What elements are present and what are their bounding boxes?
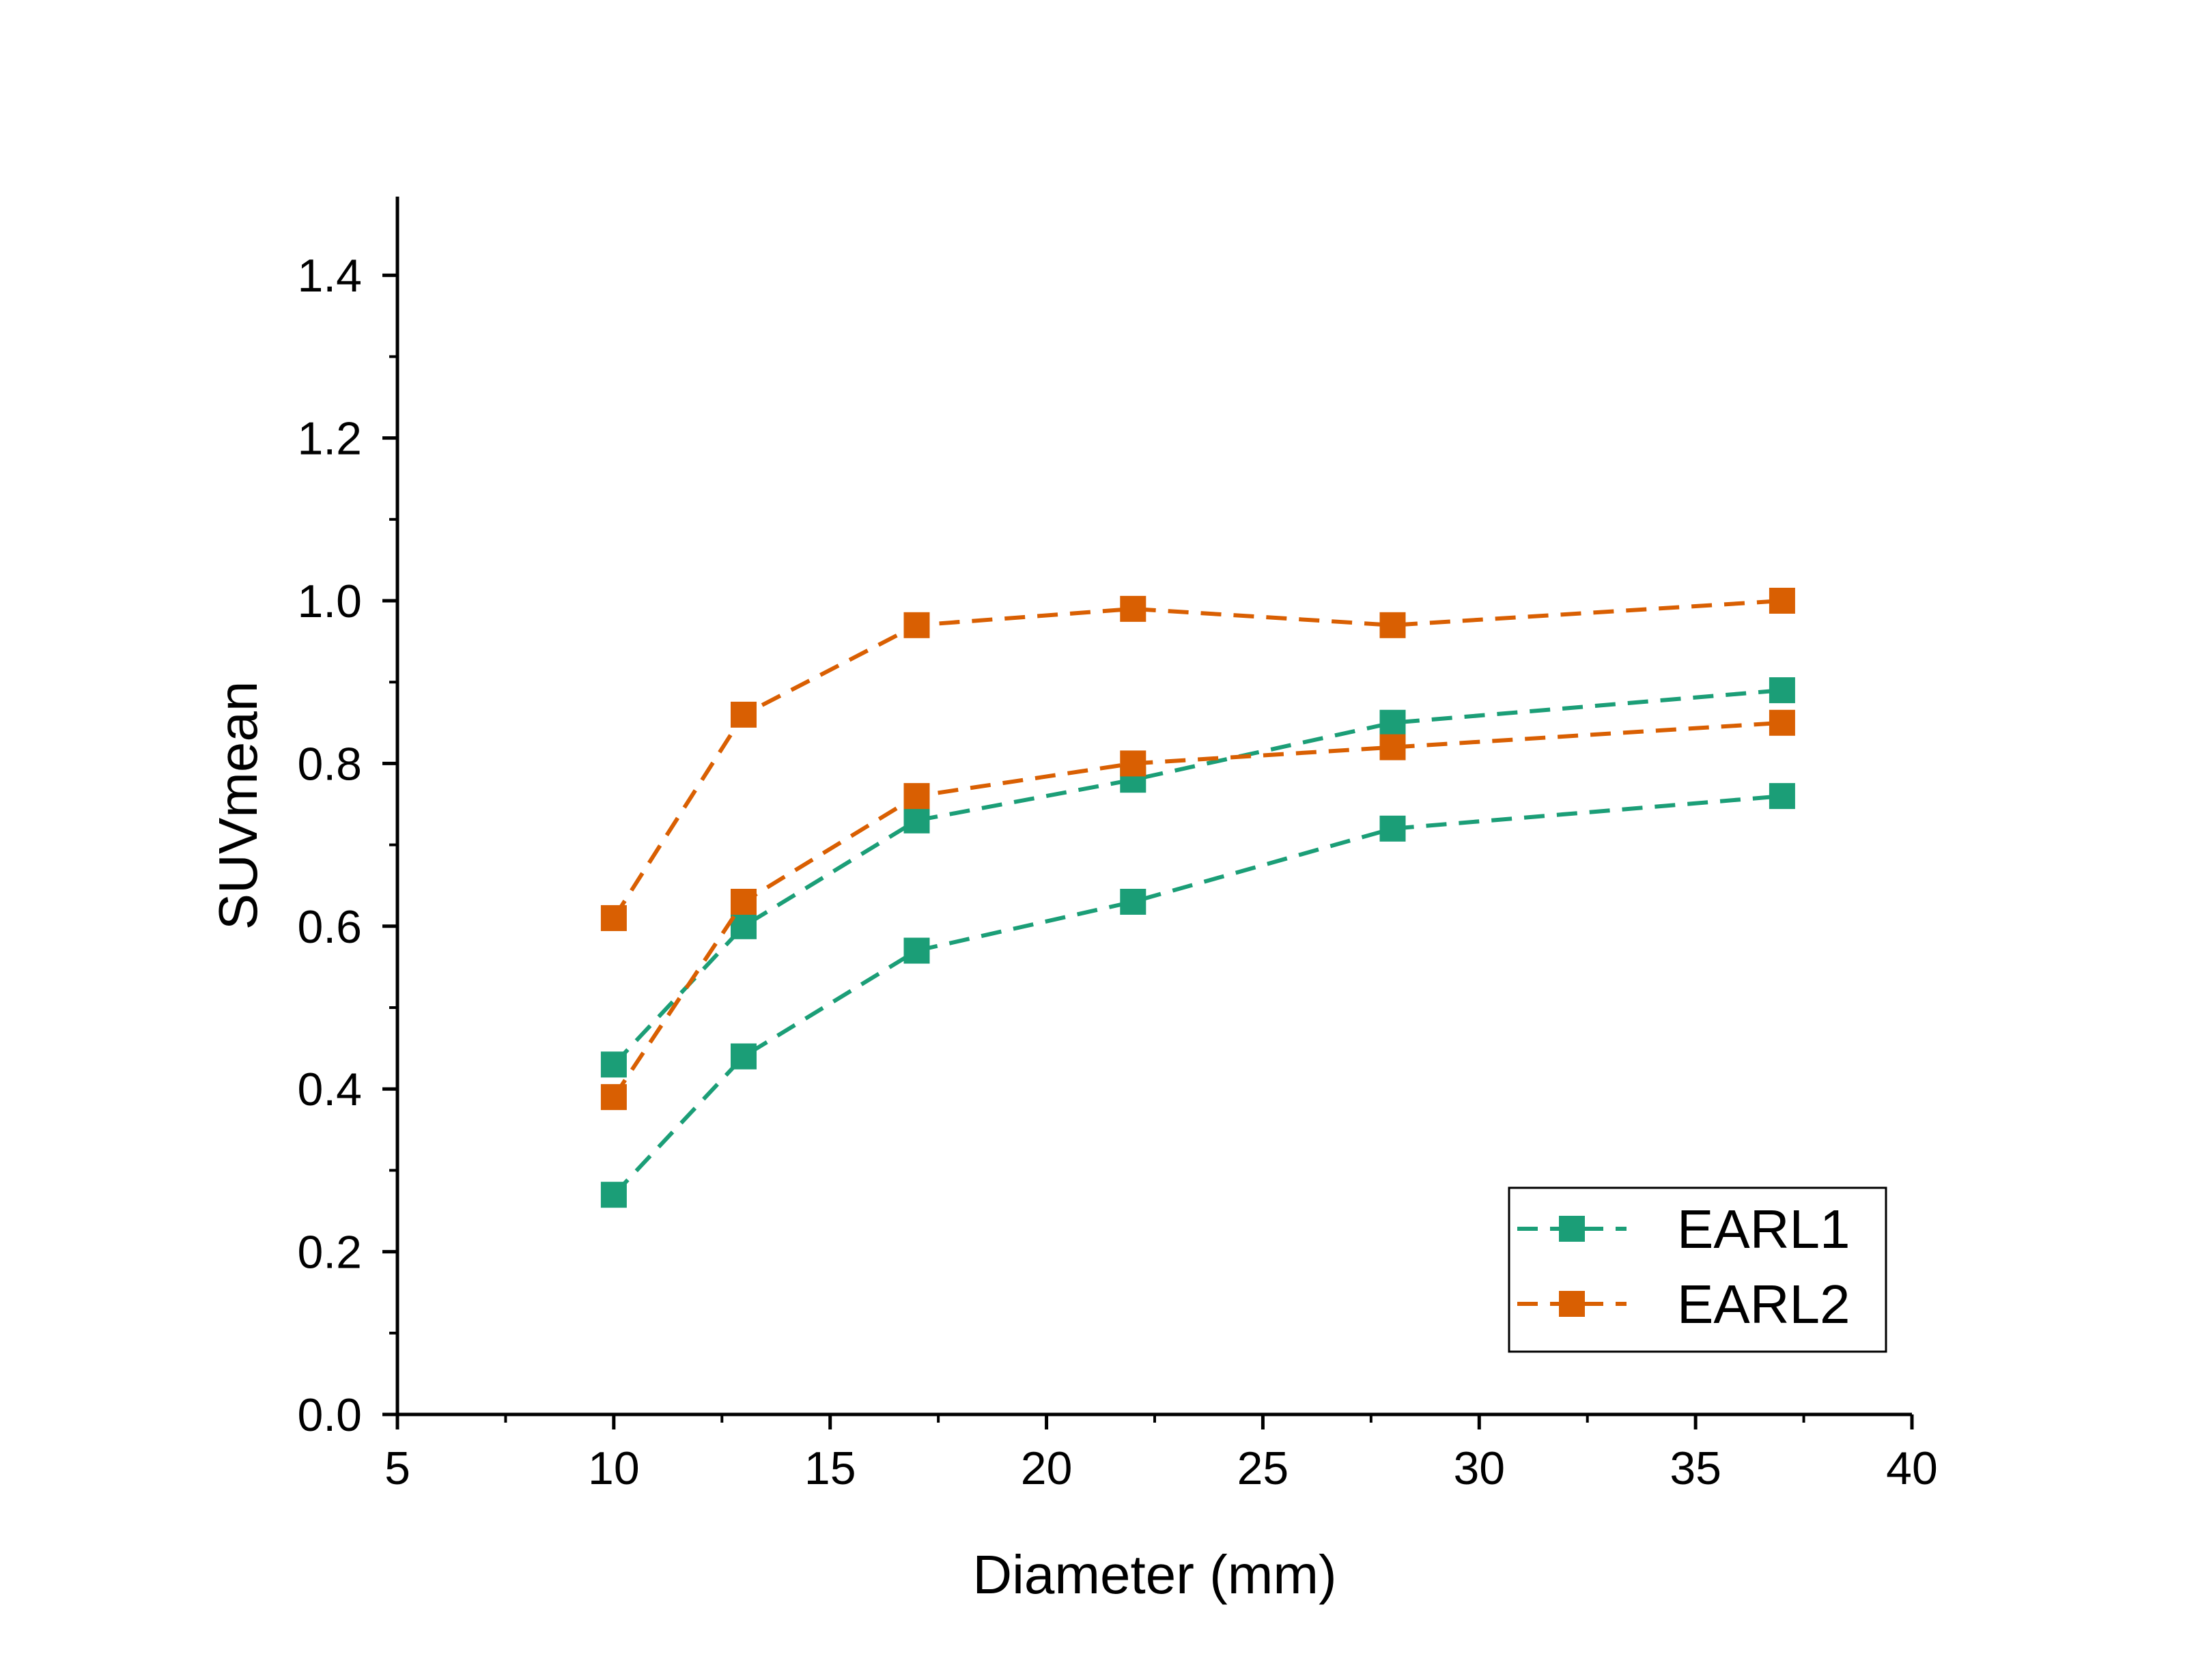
y-tick-label: 0.4 — [297, 1064, 362, 1115]
data-point-earl2-22 — [1120, 750, 1146, 777]
x-tick-label: 5 — [384, 1442, 410, 1494]
data-point-earl1-37 — [1769, 783, 1795, 810]
y-tick-label: 0.6 — [297, 901, 362, 953]
data-point-earl2-37 — [1769, 588, 1795, 614]
ticks: 5 10 15 20 25 30 35 40 0.0 0.2 0.4 0.6 0.8 1.0 1.2 1.4 — [297, 250, 1937, 1494]
data-point-earl2-13 — [731, 889, 757, 915]
y-tick-label: 0.0 — [297, 1389, 362, 1441]
series-line-earl2-a — [612, 599, 1783, 920]
x-tick-label: 35 — [1670, 1442, 1721, 1494]
x-tick-label: 10 — [588, 1442, 640, 1494]
x-tick-label: 25 — [1237, 1442, 1289, 1494]
data-point-earl1-28 — [1379, 709, 1406, 736]
data-point-earl2-10 — [600, 1084, 627, 1111]
x-tick-label: 15 — [804, 1442, 856, 1494]
x-tick-label: 20 — [1021, 1442, 1073, 1494]
x-tick-label: 40 — [1886, 1442, 1938, 1494]
y-tick-label: 1.0 — [297, 575, 362, 627]
data-point-earl2-13 — [731, 701, 757, 728]
legend: EARL1 EARL2 — [1508, 1186, 1887, 1353]
data-point-earl1-28 — [1379, 815, 1406, 842]
data-point-earl1-17 — [903, 807, 930, 834]
data-point-earl2-17 — [903, 783, 930, 810]
data-point-earl1-17 — [903, 937, 930, 964]
series-line-earl1-b — [612, 794, 1783, 1197]
data-point-earl2-37 — [1769, 709, 1795, 736]
data-point-earl1-10 — [600, 1182, 627, 1208]
y-tick-label: 0.2 — [297, 1227, 362, 1279]
legend-marker-earl2 — [1559, 1291, 1585, 1317]
y-axis-title: SUVmean — [208, 681, 268, 930]
legend-box — [1508, 1186, 1887, 1353]
x-axis-title: Diameter (mm) — [972, 1544, 1336, 1605]
data-point-earl1-10 — [600, 1051, 627, 1078]
data-point-earl2-28 — [1379, 612, 1406, 638]
y-tick-label: 1.2 — [297, 413, 362, 465]
x-tick-label: 30 — [1453, 1442, 1505, 1494]
data-point-earl2-28 — [1379, 734, 1406, 760]
y-tick-label: 0.8 — [297, 738, 362, 790]
data-point-earl2-22 — [1120, 595, 1146, 622]
data-point-earl1-22 — [1120, 889, 1146, 915]
series-line-earl1-a — [612, 688, 1783, 1066]
y-tick-label: 1.4 — [297, 250, 362, 302]
legend-label-earl1: EARL1 — [1677, 1199, 1850, 1259]
data-point-earl1-37 — [1769, 677, 1795, 704]
data-point-earl1-13 — [731, 1043, 757, 1070]
series-layer — [600, 588, 1795, 1208]
data-point-earl2-10 — [600, 905, 627, 931]
legend-marker-earl1 — [1559, 1216, 1585, 1242]
data-point-earl2-17 — [903, 612, 930, 638]
series-line-earl2-b — [612, 720, 1783, 1098]
legend-label-earl2: EARL2 — [1677, 1274, 1850, 1335]
